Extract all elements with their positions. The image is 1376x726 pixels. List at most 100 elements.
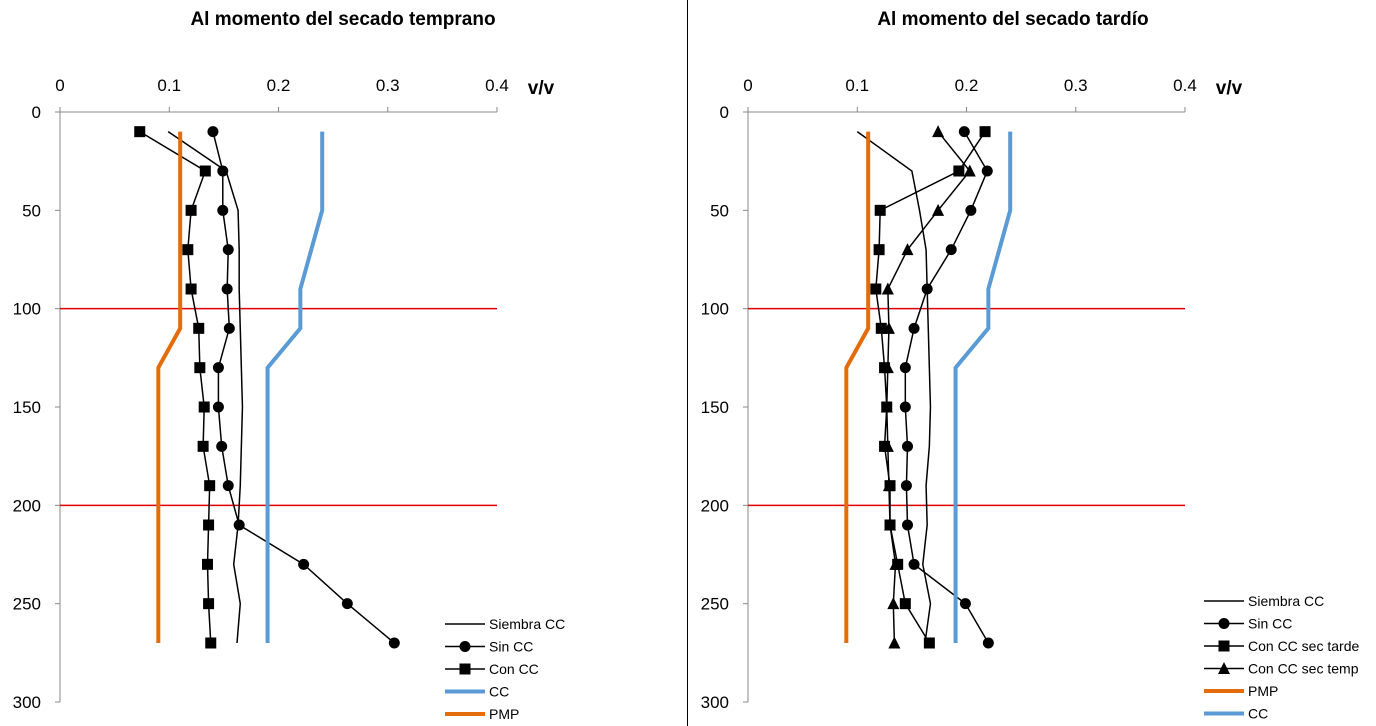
legend-marker-con-cc (459, 663, 471, 675)
y-tick-label: 200 (13, 496, 41, 515)
series-con-cc-point (182, 244, 194, 256)
series-pmp-line (844, 131, 871, 643)
series-sin-cc-point (899, 362, 911, 374)
x-tick-label: 0.3 (1064, 76, 1088, 95)
series-sin-cc-point (900, 480, 912, 492)
legend-label-cc: CC (1248, 706, 1268, 722)
legend-label-con-cc: Con CC (489, 661, 539, 677)
series-con-cc-point (193, 322, 205, 334)
series-sin-cc-point (207, 126, 219, 138)
y-tick-label: 300 (13, 693, 41, 712)
x-tick-label: 0.3 (376, 76, 400, 95)
series-sin-cc-point (908, 322, 920, 334)
x-tick-label: 0 (743, 76, 752, 95)
series-con-cc-sec-tarde-point (879, 362, 891, 374)
series-sin-cc-point (982, 637, 994, 649)
x-tick-label: 0.2 (267, 76, 291, 95)
series-con-cc-sec-temp-point (881, 361, 894, 374)
chart-panel-secado-tardio: Al momento del secado tardío v/v 0 0.1 0.2… (688, 0, 1376, 726)
series-con-cc-sec-temp-point (932, 125, 945, 138)
chart-title: Al momento del secado tardío (877, 9, 1148, 30)
series-con-cc-sec-tarde-point (979, 126, 991, 138)
series-con-cc-sec-tarde-line (875, 131, 986, 644)
x-tick-label: 0.1 (157, 76, 181, 95)
series-con-cc-sec-temp-line (885, 131, 971, 644)
series-siembra-cc-line (856, 131, 932, 644)
y-tick-label: 100 (13, 300, 41, 319)
series-con-cc-sec-temp-point (881, 439, 894, 452)
legend-label-con-cc-sec-temp: Con CC sec temp (1248, 661, 1359, 677)
series-con-cc-point (194, 362, 206, 374)
series-con-cc-sec-tarde-point (923, 637, 935, 649)
legend-label-siembra-cc: Siembra CC (489, 616, 565, 632)
chart-secado-tardio: Al momento del secado tardío v/v 0 0.1 0.2… (701, 9, 1360, 722)
series-sin-cc-point (221, 283, 233, 295)
legend-label-con-cc-sec-tarde: Con CC sec tarde (1248, 638, 1359, 654)
series-con-cc-sec-tarde-point (899, 598, 911, 610)
series-con-cc-sec-temp-point (881, 282, 894, 295)
x-tick-label: 0.4 (1173, 76, 1197, 95)
x-unit-label: v/v (528, 78, 555, 99)
series-sin-cc-point (212, 401, 224, 413)
legend-label-sin-cc: Sin CC (1248, 616, 1292, 632)
series-con-cc-sec-tarde-point (879, 440, 891, 452)
series-con-cc-point (204, 480, 216, 492)
x-unit-label: v/v (1216, 78, 1243, 99)
series-sin-cc-point (945, 244, 957, 256)
series-con-cc-sec-temp-point (932, 203, 945, 216)
series-sin-cc-point (298, 558, 310, 570)
chart-secado-temprano: Al momento del secado temprano v/v 0 0.1 0… (13, 9, 566, 722)
series-con-cc-point (203, 519, 215, 531)
y-tick-label: 50 (22, 201, 41, 220)
series-con-cc-sec-temp-point (880, 400, 893, 413)
series-sin-cc-point (217, 204, 229, 216)
legend-label-pmp: PMP (1248, 683, 1278, 699)
chart-title: Al momento del secado temprano (190, 9, 495, 30)
y-tick-label: 300 (701, 693, 729, 712)
series-con-cc-sec-temp-point (884, 518, 897, 531)
legend-marker-sin-cc (459, 641, 471, 652)
series-sin-cc-point (222, 480, 234, 492)
series-con-cc-sec-temp-point (888, 636, 901, 649)
series-con-cc-sec-tarde-point (953, 165, 965, 177)
y-tick-label: 100 (701, 300, 729, 319)
series-con-cc-sec-tarde-point (870, 283, 882, 295)
legend-label-cc: CC (489, 684, 509, 700)
series-sin-cc-point (216, 440, 228, 452)
series-con-cc-point (199, 165, 211, 177)
series-sin-cc-point (959, 598, 971, 610)
series-con-cc-point (197, 440, 209, 452)
x-tick-label: 0.4 (485, 76, 509, 95)
series-sin-cc-point (958, 126, 970, 138)
x-tick-label: 0 (55, 76, 64, 95)
y-tick-label: 250 (13, 595, 41, 614)
series-sin-cc-point (233, 519, 245, 531)
series-sin-cc-point (388, 637, 400, 649)
y-tick-label: 0 (32, 103, 41, 122)
panel-divider (687, 0, 688, 726)
series-sin-cc-point (223, 322, 235, 334)
series-con-cc-point (185, 204, 197, 216)
series-con-cc-sec-temp-point (882, 321, 895, 334)
series-con-cc-point (185, 283, 197, 295)
x-tick-label: 0.2 (955, 76, 979, 95)
series-pmp-line (156, 131, 183, 643)
series-siembra-cc-line (167, 131, 244, 644)
series-sin-cc-point (222, 244, 234, 256)
series-sin-cc-point (908, 558, 920, 570)
series-con-cc-point (205, 637, 217, 649)
legend-marker-sin-cc (1218, 618, 1230, 629)
series-con-cc-sec-temp-point (882, 479, 895, 492)
series-sin-cc-point (217, 165, 229, 177)
series-cc-line (953, 131, 1013, 643)
y-tick-label: 150 (13, 398, 41, 417)
legend-label-pmp: PMP (489, 706, 519, 722)
legend-label-siembra-cc: Siembra CC (1248, 593, 1324, 609)
series-sin-cc-line (904, 131, 989, 644)
series-con-cc-line (139, 131, 212, 644)
series-con-cc-sec-temp-point (901, 243, 914, 256)
series-sin-cc-point (899, 401, 911, 413)
series-con-cc-sec-temp-point (889, 557, 902, 570)
series-con-cc-sec-tarde-point (874, 204, 886, 216)
series-sin-cc-point (902, 519, 914, 531)
